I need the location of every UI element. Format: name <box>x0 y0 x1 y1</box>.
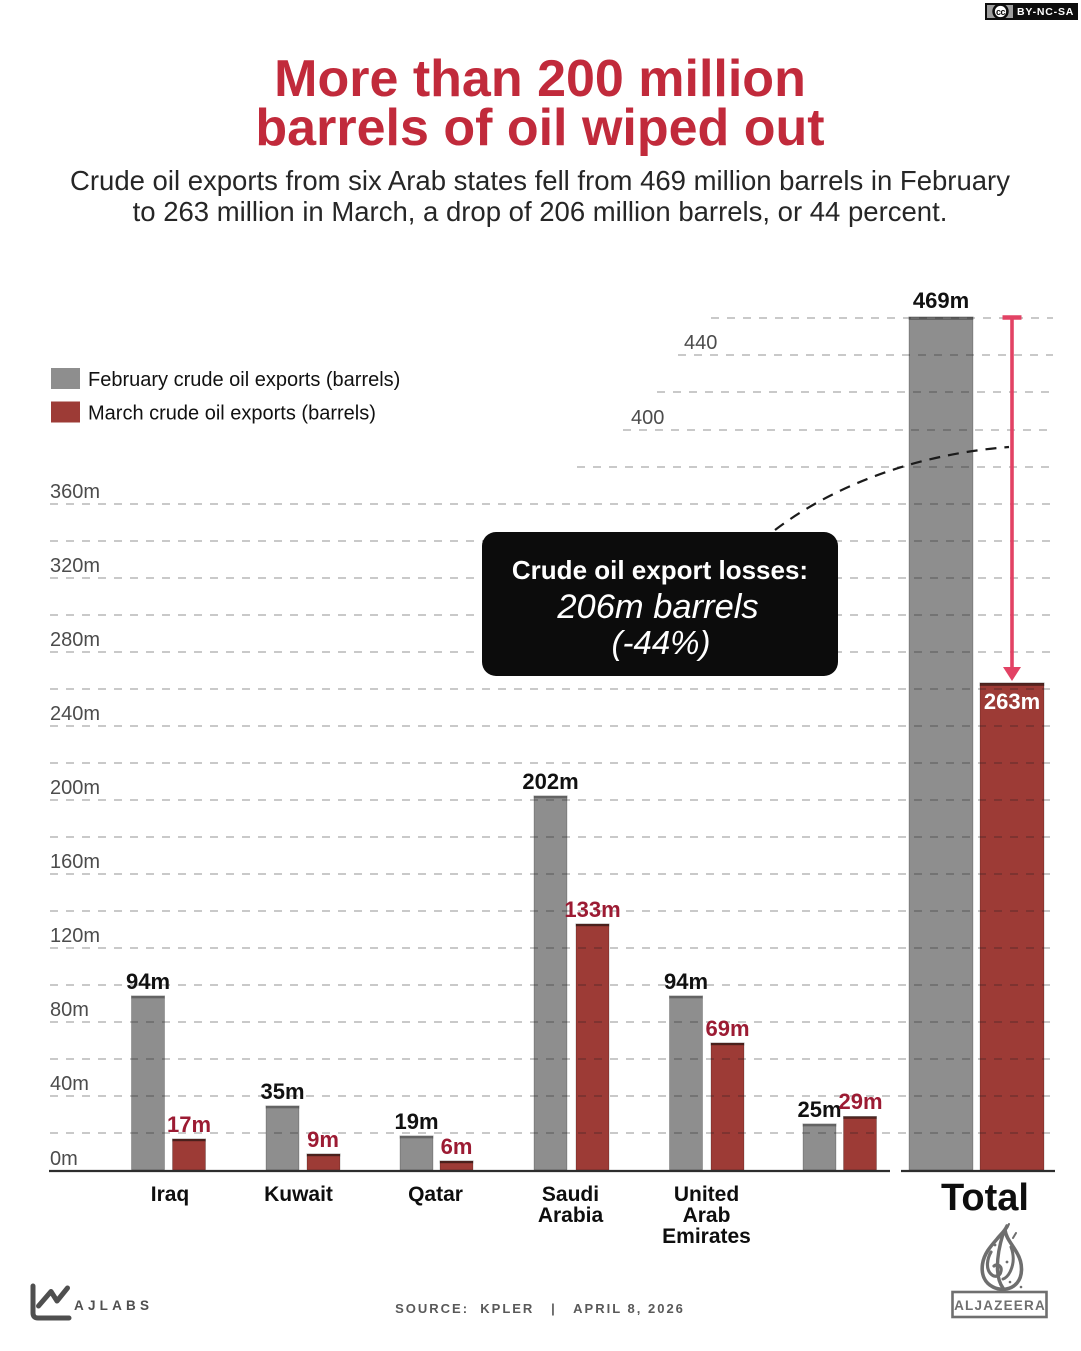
svg-text:160m: 160m <box>50 851 100 873</box>
svg-text:(-44%): (-44%) <box>611 624 710 661</box>
svg-text:AJLABS: AJLABS <box>74 1298 153 1313</box>
svg-text:Arab: Arab <box>683 1204 731 1227</box>
svg-text:BY-NC-SA: BY-NC-SA <box>1017 6 1074 18</box>
svg-text:Crude oil export losses:: Crude oil export losses: <box>512 555 808 585</box>
svg-text:40m: 40m <box>50 1073 89 1095</box>
svg-text:More than 200 million: More than 200 million <box>274 50 806 108</box>
svg-text:ALJAZEERA: ALJAZEERA <box>954 1298 1046 1313</box>
svg-text:Crude oil exports from six Ara: Crude oil exports from six Arab states f… <box>70 165 1010 196</box>
svg-text:9m: 9m <box>307 1127 339 1152</box>
svg-text:320m: 320m <box>50 555 100 577</box>
svg-text:6m: 6m <box>441 1134 473 1159</box>
svg-text:to 263 million in March, a dro: to 263 million in March, a drop of 206 m… <box>133 196 948 227</box>
svg-text:March crude oil exports (barre: March crude oil exports (barrels) <box>88 403 376 425</box>
svg-text:17m: 17m <box>167 1112 211 1137</box>
svg-text:Iraq: Iraq <box>151 1183 190 1206</box>
svg-text:400: 400 <box>631 407 664 429</box>
svg-text:202m: 202m <box>522 769 578 794</box>
svg-text:Total: Total <box>941 1177 1029 1219</box>
svg-text:United: United <box>674 1183 739 1206</box>
svg-text:360m: 360m <box>50 481 100 503</box>
svg-text:Qatar: Qatar <box>408 1183 463 1206</box>
svg-text:80m: 80m <box>50 999 89 1021</box>
svg-text:94m: 94m <box>664 969 708 994</box>
svg-text:Saudi: Saudi <box>542 1183 599 1206</box>
svg-text:25m: 25m <box>797 1097 841 1122</box>
svg-text:29m: 29m <box>838 1089 882 1114</box>
svg-text:206m barrels: 206m barrels <box>556 588 758 626</box>
svg-text:263m: 263m <box>984 689 1040 714</box>
svg-text:69m: 69m <box>705 1016 749 1041</box>
svg-text:94m: 94m <box>126 969 170 994</box>
svg-text:barrels of oil wiped out: barrels of oil wiped out <box>255 99 824 157</box>
svg-text:Kuwait: Kuwait <box>264 1183 333 1206</box>
svg-text:440: 440 <box>684 332 717 354</box>
svg-text:Emirates: Emirates <box>662 1225 751 1248</box>
svg-text:Arabia: Arabia <box>538 1204 604 1227</box>
svg-text:cc: cc <box>996 7 1006 17</box>
svg-text:240m: 240m <box>50 703 100 725</box>
svg-text:469m: 469m <box>913 288 969 313</box>
svg-text:February crude oil exports (ba: February crude oil exports (barrels) <box>88 369 400 391</box>
svg-text:35m: 35m <box>260 1079 304 1104</box>
svg-text:133m: 133m <box>564 897 620 922</box>
svg-text:120m: 120m <box>50 925 100 947</box>
svg-text:SOURCE: KPLER | APRIL 8,: SOURCE: KPLER | APRIL 8, 2026 <box>395 1301 685 1316</box>
svg-text:0m: 0m <box>50 1148 78 1170</box>
svg-text:280m: 280m <box>50 629 100 651</box>
svg-text:200m: 200m <box>50 777 100 799</box>
svg-text:19m: 19m <box>394 1109 438 1134</box>
